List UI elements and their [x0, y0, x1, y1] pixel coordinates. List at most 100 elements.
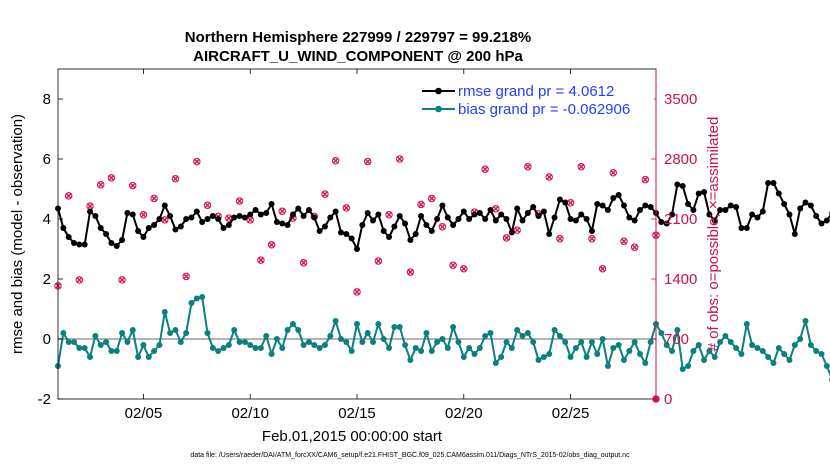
rmse-point	[204, 216, 211, 222]
bias-point	[321, 342, 328, 348]
bias-point	[108, 348, 115, 354]
bias-point	[588, 339, 595, 345]
bias-point	[530, 339, 537, 345]
bias-point	[727, 339, 734, 345]
obs-assimilated-point	[161, 216, 168, 223]
rmse-point	[412, 231, 419, 237]
obs-possible-point	[107, 174, 116, 182]
bias-point	[231, 327, 238, 333]
rmse-point	[615, 192, 622, 198]
obs-possible-point	[257, 256, 265, 264]
rmse-point	[289, 211, 296, 218]
obs-assimilated-point	[204, 202, 211, 209]
bias-point	[119, 330, 126, 336]
bias-point	[711, 354, 718, 360]
bias-point	[663, 342, 670, 348]
obs-assimilated-point	[108, 174, 115, 181]
rmse-point	[113, 243, 120, 249]
bias-point	[770, 360, 777, 366]
rmse-point	[407, 237, 414, 243]
rmse-point	[305, 207, 312, 213]
obs-assimilated-point	[236, 197, 243, 205]
rmse-point	[391, 223, 398, 230]
bias-point	[87, 354, 94, 360]
bias-point	[305, 339, 312, 345]
bias-point	[599, 336, 606, 342]
bias-point	[402, 342, 409, 348]
rmse-point	[701, 189, 708, 195]
bias-point	[428, 348, 435, 354]
obs-assimilated-point	[97, 181, 104, 188]
bias-point	[476, 345, 483, 351]
obs-possible-point	[299, 258, 308, 267]
bias-point	[674, 327, 681, 333]
bias-point	[791, 342, 798, 348]
obs-assimilated-point	[268, 241, 275, 248]
bias-point	[129, 327, 136, 333]
obs-possible-point	[556, 234, 564, 243]
bias-point	[407, 357, 414, 363]
rmse-point	[252, 207, 259, 213]
obs-assimilated-point	[610, 169, 617, 176]
bias-point	[503, 339, 510, 345]
bias-point	[161, 309, 168, 315]
bias-point	[466, 345, 473, 351]
obs-possible-point	[193, 157, 201, 166]
obs-assimilated-point	[620, 238, 628, 245]
bias-point	[455, 339, 462, 345]
rmse-point	[167, 213, 174, 219]
obs-possible-point	[620, 237, 628, 246]
bias-point	[642, 360, 649, 366]
obs-assimilated-point	[503, 234, 510, 241]
rmse-point	[273, 219, 280, 225]
rmse-point	[60, 225, 67, 231]
rmse-point	[535, 213, 542, 219]
bias-point	[380, 336, 387, 342]
obs-assimilated-point	[567, 199, 574, 206]
bias-point	[263, 333, 270, 339]
obs-possible-point	[502, 234, 511, 242]
rmse-point	[663, 220, 670, 227]
bias-point	[396, 324, 403, 330]
obs-possible-point	[235, 197, 244, 205]
rmse-point	[455, 216, 462, 222]
rmse-point	[722, 207, 729, 213]
bias-point	[257, 345, 264, 351]
obs-assimilated-point	[140, 211, 147, 218]
obs-assimilated-point	[151, 195, 158, 202]
bias-point	[167, 330, 174, 336]
obs-assimilated-point	[578, 163, 585, 170]
bias-point	[71, 339, 78, 345]
obs-assimilated-point	[364, 158, 371, 165]
rmse-point	[434, 216, 441, 222]
bias-point	[519, 333, 526, 339]
legend-rmse-label: rmse grand pr = 4.0612	[458, 83, 614, 100]
bias-point	[193, 295, 200, 302]
obs-assimilated-point	[129, 182, 136, 189]
obs-possible-point	[406, 268, 415, 276]
obs-assimilated-point	[65, 192, 72, 199]
bias-point	[669, 348, 676, 354]
bias-point	[610, 345, 617, 351]
rmse-point	[508, 229, 515, 236]
rmse-point	[476, 210, 483, 216]
bias-point	[690, 348, 697, 354]
bias-point	[343, 339, 350, 345]
obs-assimilated-point	[183, 273, 190, 280]
obs-possible-point	[417, 200, 425, 209]
obs-assimilated-point	[492, 205, 499, 212]
bias-point	[247, 342, 254, 348]
bias-point	[364, 330, 371, 336]
bias-point	[279, 345, 286, 351]
rmse-point	[284, 222, 291, 228]
rmse-series	[55, 180, 830, 252]
rmse-point	[717, 207, 724, 213]
obs-possible-point	[150, 194, 158, 203]
bias-point	[615, 342, 622, 348]
obs-possible-point	[171, 174, 180, 183]
obs-assimilated-point	[556, 235, 563, 242]
rmse-point	[386, 234, 393, 240]
obs-assimilated-point	[86, 203, 94, 210]
bias-point	[76, 345, 83, 351]
